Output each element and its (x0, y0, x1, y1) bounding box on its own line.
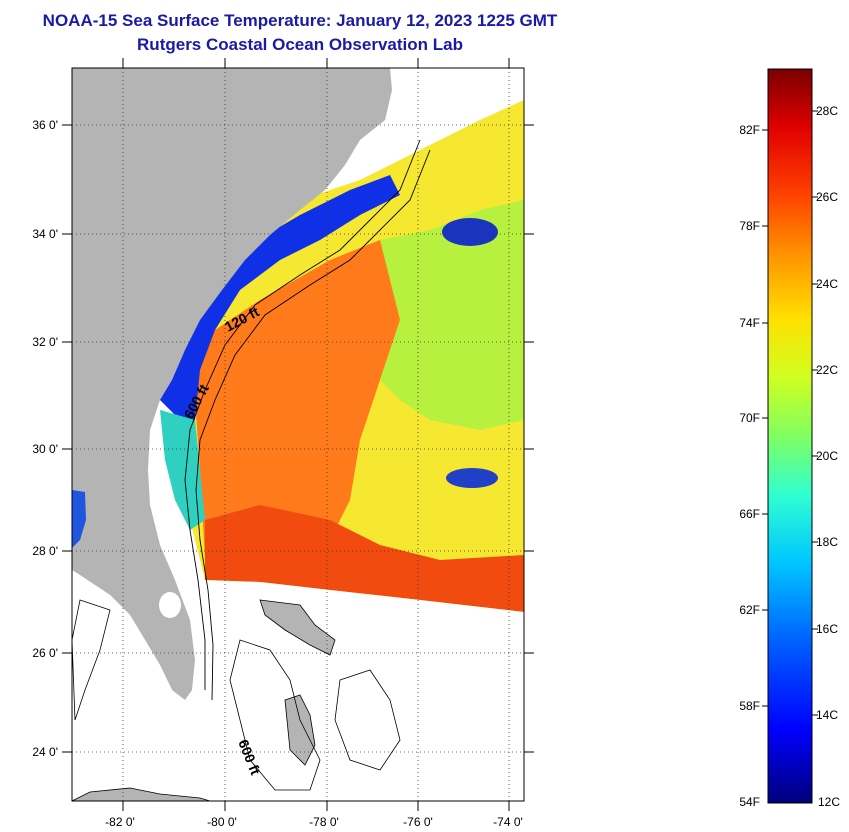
lat-label-34: 34 0' (32, 227, 58, 241)
gulf-water (72, 490, 86, 548)
lon-label-76: -76 0' (403, 815, 433, 829)
contour-120ft (184, 139, 421, 690)
sst-gulfstream (205, 505, 524, 612)
colorbar-c-26: 26C (816, 190, 838, 204)
colorbar-c-12: 12C (818, 795, 840, 809)
colorbar-c-20: 20C (816, 449, 838, 463)
graticule (72, 68, 524, 801)
colorbar-f-74: 74F (739, 316, 760, 330)
lon-label-78: -78 0' (309, 815, 339, 829)
lon-label-80: -80 0' (207, 815, 237, 829)
colorbar-f-62: 62F (739, 603, 760, 617)
lat-label-28: 28 0' (32, 544, 58, 558)
map-frame (71, 67, 525, 802)
land-bahamas-north (259, 599, 336, 656)
lat-label-30: 30 0' (32, 442, 58, 456)
colorbar-f-54: 54F (739, 795, 760, 809)
gulf-white (72, 575, 172, 705)
colorbar-c-22: 22C (816, 363, 838, 377)
lat-label-36: 36 0' (32, 118, 58, 132)
colorbar-c-16: 16C (816, 622, 838, 636)
colorbar-c-28: 28C (816, 104, 838, 118)
bank-contour-2 (334, 669, 401, 771)
lon-label-82: -82 0' (105, 815, 135, 829)
colorbar-c-18: 18C (816, 535, 838, 549)
lat-label-32: 32 0' (32, 335, 58, 349)
colorbar-c-14: 14C (816, 708, 838, 722)
colorbar-f-82: 82F (739, 123, 760, 137)
sst-shelf-cyan (160, 410, 205, 530)
colorbar (767, 68, 813, 804)
colorbar-f-70: 70F (739, 411, 760, 425)
sst-warm-core (195, 240, 420, 575)
sst-green-band (380, 200, 524, 430)
bank-contour-1 (229, 639, 321, 791)
map-subtitle: Rutgers Coastal Ocean Observation Lab (137, 35, 463, 54)
land-mainland (72, 68, 392, 700)
lake-okeechobee (159, 592, 181, 618)
colorbar-f-58: 58F (739, 699, 760, 713)
cold-eddy-2 (446, 468, 498, 488)
colorbar-c-24: 24C (816, 277, 838, 291)
contour-600ft (195, 149, 431, 701)
land-andros (284, 694, 316, 766)
tick-marks (62, 58, 534, 811)
colorbar-f-78: 78F (739, 219, 760, 233)
land-cuba (72, 787, 211, 801)
lat-label-26: 26 0' (32, 646, 58, 660)
colorbar-ticks (762, 110, 818, 716)
lat-label-24: 24 0' (32, 745, 58, 759)
lon-label-74: -74 0' (493, 815, 523, 829)
bank-contour-3 (72, 599, 111, 721)
cold-eddy (442, 218, 498, 246)
colorbar-f-66: 66F (739, 507, 760, 521)
map-title: NOAA-15 Sea Surface Temperature: January… (42, 11, 558, 30)
